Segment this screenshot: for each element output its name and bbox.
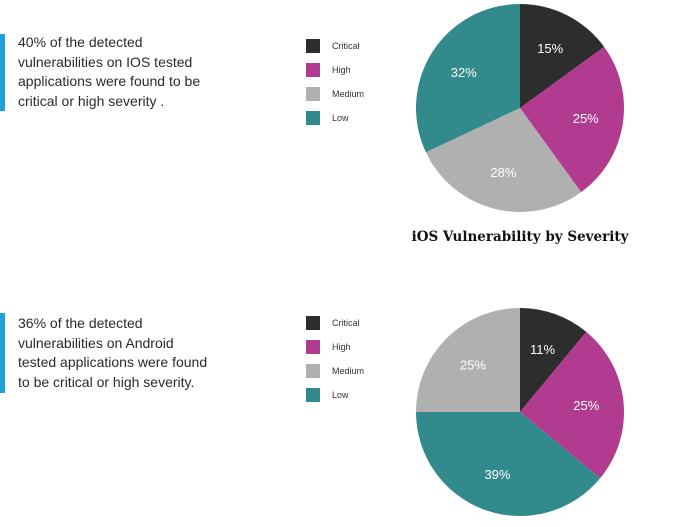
ios-legend-swatch-high [306,63,320,77]
android-panel: 36% of the detected vulnerabilities on A… [0,300,679,519]
ios-pie-slice-low [416,4,520,153]
ios-severity-pie-chart: 15% 25% 28% 32% [416,4,624,212]
ios-legend-label-medium: Medium [332,89,365,99]
ios-legend-label-low: Low [332,113,349,123]
android-note-text: 36% of the detected vulnerabilities on A… [18,315,208,390]
ios-pie-label-critical: 15% [537,41,563,56]
ios-legend-swatch-medium [306,87,320,101]
android-legend-label-high: High [332,342,351,352]
ios-legend-swatch-low [306,111,320,125]
ios-pie-slice-medium [425,108,582,212]
android-pie-label-low: 25% [460,357,486,372]
android-legend-swatch-critical [306,316,320,330]
ios-legend: Critical High Medium Low [306,34,364,130]
android-note-accent-bar [0,313,5,393]
android-pie-label-high: 25% [573,398,599,413]
ios-chart-title: iOS Vulnerability by Severity [411,229,629,245]
ios-note-text: 40% of the detected vulnerabilities on I… [18,34,201,109]
ios-pie-slice-critical [520,4,605,108]
android-legend-label-low: Low [332,390,349,400]
ios-legend-label-critical: Critical [332,41,360,51]
android-legend: Critical High Medium Low [306,311,364,407]
android-pie-label-medium: 39% [484,467,510,482]
ios-legend-swatch-critical [306,39,320,53]
android-legend-item-critical: Critical [306,311,364,335]
ios-legend-item-low: Low [306,106,364,130]
ios-pie-label-high: 25% [573,111,599,126]
android-legend-item-medium: Medium [306,359,364,383]
ios-note-accent-bar [0,34,5,111]
ios-panel: 40% of the detected vulnerabilities on I… [0,0,679,260]
android-legend-label-critical: Critical [332,318,360,328]
android-legend-label-medium: Medium [332,366,365,376]
android-legend-swatch-high [306,340,320,354]
ios-pie-slice-high [520,46,624,193]
android-severity-pie-chart: 11% 25% 39% 25% [416,308,624,516]
android-pie-slice-low [416,308,520,412]
android-legend-swatch-low [306,388,320,402]
ios-legend-label-high: High [332,65,351,75]
android-legend-item-low: Low [306,383,364,407]
android-legend-item-high: High [306,335,364,359]
ios-pie-label-low: 32% [451,65,477,80]
ios-legend-item-critical: Critical [306,34,364,58]
android-pie-slice-critical [520,308,587,412]
android-pie-label-critical: 11% [530,342,555,357]
ios-legend-item-high: High [306,58,364,82]
ios-legend-item-medium: Medium [306,82,364,106]
android-pie-slice-medium [416,412,601,516]
android-legend-swatch-medium [306,364,320,378]
android-pie-slice-high [520,331,624,479]
ios-pie-label-medium: 28% [490,165,516,180]
